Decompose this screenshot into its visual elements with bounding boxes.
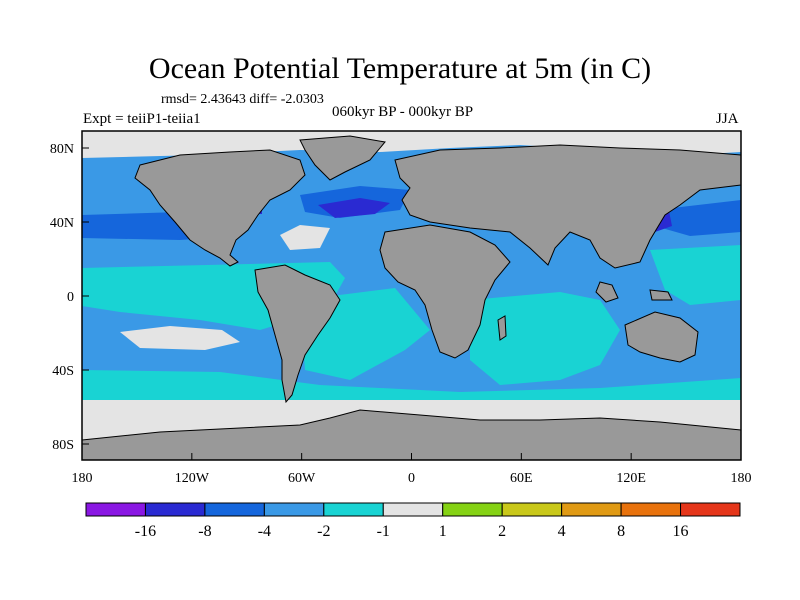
ocean-region-southern xyxy=(82,370,741,400)
colorbar-swatch xyxy=(442,502,503,517)
land-north-america xyxy=(134,149,306,267)
colorbar-swatch xyxy=(204,502,265,517)
land-maritime-continent xyxy=(595,281,619,303)
colorbar-label: 8 xyxy=(617,523,625,540)
colorbar-swatch xyxy=(561,502,622,517)
colorbar: -16 -8 -4 -2 -1 1 2 4 8 16 xyxy=(85,502,741,540)
colorbar-swatch xyxy=(85,502,146,517)
colorbar-label: -4 xyxy=(258,523,271,540)
land-greenland xyxy=(299,135,386,181)
lon-tick-label: 60E xyxy=(510,471,533,486)
land-australia xyxy=(624,311,699,363)
colorbar-swatch xyxy=(263,502,325,517)
ocean-region-south-pacific-light xyxy=(120,326,240,350)
ocean-region-atlantic-light xyxy=(280,225,330,250)
ocean-region-north-atlantic-deep xyxy=(318,198,390,218)
lon-tick-label: 0 xyxy=(408,471,415,486)
colorbar-label: -16 xyxy=(135,523,156,540)
lon-tick-label: 60W xyxy=(288,471,316,486)
land-africa xyxy=(379,224,511,359)
stats-label: rmsd= 2.43643 diff= -2.0303 xyxy=(161,92,324,107)
land-south-america xyxy=(254,264,341,404)
land-madagascar xyxy=(497,315,507,341)
lat-tick-label: 0 xyxy=(67,290,74,305)
colorbar-swatch xyxy=(620,502,682,517)
ocean-region-west-pacific xyxy=(650,245,741,305)
colorbar-swatch xyxy=(501,502,563,517)
lon-tick-label: 180 xyxy=(731,471,752,486)
land-antarctica xyxy=(82,409,741,460)
map-field xyxy=(82,131,741,460)
land-eurasia xyxy=(394,144,741,269)
colorbar-label: 2 xyxy=(498,523,506,540)
colorbar-label: 1 xyxy=(439,523,447,540)
colorbar-swatch xyxy=(144,502,206,517)
colorbar-swatch xyxy=(323,502,384,517)
colorbar-label: -2 xyxy=(317,523,330,540)
ocean-region-indian xyxy=(470,292,620,385)
colorbar-label: 16 xyxy=(673,523,689,540)
lon-tick-label: 120E xyxy=(616,471,646,486)
colorbar-label: -1 xyxy=(377,523,390,540)
land-new-guinea xyxy=(649,289,673,301)
lon-tick-label: 120W xyxy=(175,471,210,486)
lat-tick-label: 80N xyxy=(50,142,74,157)
experiment-label: Expt = teiiP1-teiia1 xyxy=(83,111,201,127)
period-label: 060kyr BP - 000kyr BP xyxy=(332,104,474,120)
ocean-region-north-pacific-east-dark xyxy=(655,200,741,236)
lon-tick-label: 180 xyxy=(72,471,93,486)
map-title: Ocean Potential Temperature at 5m (in C) xyxy=(148,52,652,85)
axis-ticks: 180 120W 60W 0 60E 120E 180 80N 40N 0 40S 80S xyxy=(50,142,752,486)
land-masses xyxy=(82,135,741,460)
colorbar-swatch xyxy=(680,502,741,517)
season-label: JJA xyxy=(716,111,739,127)
lat-tick-label: 40N xyxy=(50,216,74,231)
colorbar-label: -8 xyxy=(198,523,211,540)
colorbar-swatch xyxy=(382,502,444,517)
lat-tick-label: 40S xyxy=(52,364,74,379)
lat-tick-label: 80S xyxy=(52,438,74,453)
colorbar-label: 4 xyxy=(558,523,566,540)
